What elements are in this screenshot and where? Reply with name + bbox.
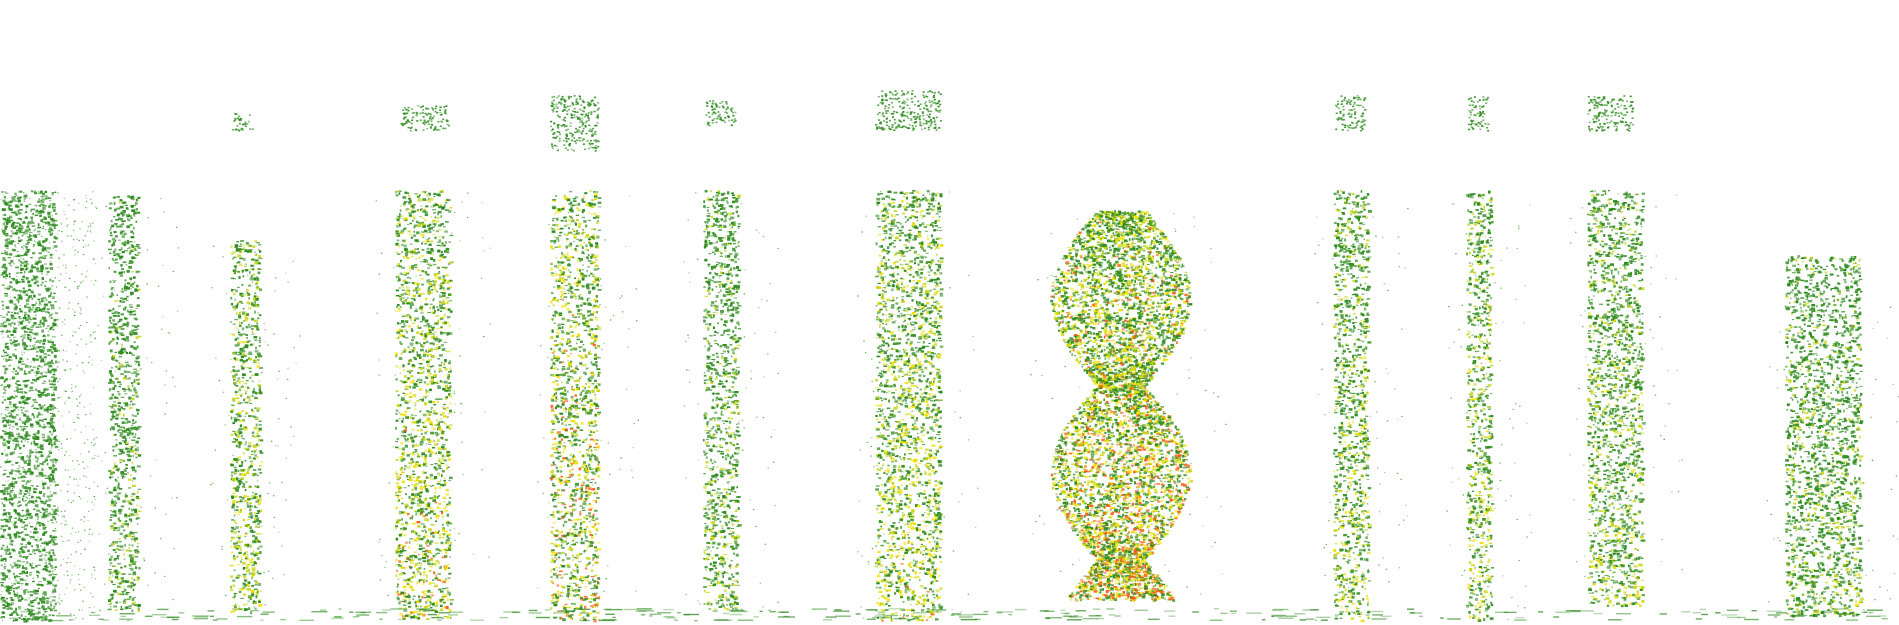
spectrogram-image xyxy=(0,0,1899,625)
